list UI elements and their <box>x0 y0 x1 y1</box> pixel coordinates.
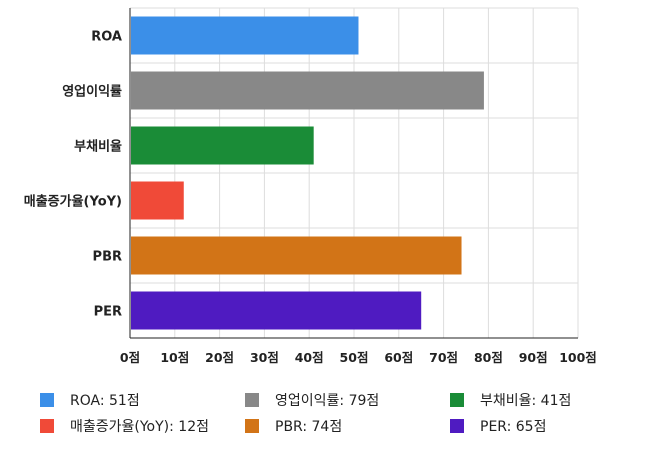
legend-swatch <box>450 393 464 407</box>
category-label: 매출증가율(YoY) <box>24 194 122 210</box>
bar <box>131 126 314 165</box>
x-tick-label: 90점 <box>519 350 548 365</box>
x-tick-label: 100점 <box>559 350 597 365</box>
bar <box>131 291 422 330</box>
legend-item: PER: 65점 <box>450 416 546 436</box>
x-tick-label: 80점 <box>474 350 503 365</box>
bar <box>131 236 462 275</box>
x-tick-label: 60점 <box>384 350 413 365</box>
x-tick-label: 20점 <box>205 350 234 365</box>
category-label: ROA <box>91 30 122 45</box>
legend-swatch <box>40 419 54 433</box>
category-label: PBR <box>93 250 122 265</box>
x-tick-label: 0점 <box>120 350 140 365</box>
legend-label: 매출증가율(YoY): 12점 <box>70 419 209 435</box>
legend-item: 영업이익률: 79점 <box>245 390 379 410</box>
legend-swatch <box>450 419 464 433</box>
category-label: 부채비율 <box>74 139 122 155</box>
category-label: PER <box>94 305 122 320</box>
legend-swatch <box>40 393 54 407</box>
legend-item: ROA: 51점 <box>40 390 140 410</box>
bar <box>131 16 359 55</box>
legend-label: ROA: 51점 <box>70 393 140 409</box>
x-tick-label: 50점 <box>340 350 369 365</box>
legend-label: PBR: 74점 <box>275 419 343 435</box>
legend-swatch <box>245 393 259 407</box>
x-tick-label: 40점 <box>295 350 324 365</box>
legend-label: 부채비율: 41점 <box>480 393 572 409</box>
grid-lines <box>129 7 579 339</box>
x-tick-labels: 0점 10점 20점 30점 40점 50점 60점 70점 80점 90점 100점 <box>120 350 597 365</box>
x-tick-label: 10점 <box>160 350 189 365</box>
legend-swatch <box>245 419 259 433</box>
bars <box>131 16 484 330</box>
legend-item: PBR: 74점 <box>245 416 342 436</box>
legend-item: 매출증가율(YoY): 12점 <box>40 416 209 436</box>
bar <box>131 181 184 220</box>
legend-item: 부채비율: 41점 <box>450 390 571 410</box>
x-tick-label: 30점 <box>250 350 279 365</box>
legend-label: PER: 65점 <box>480 419 547 435</box>
bar <box>131 71 484 110</box>
x-tick-label: 70점 <box>429 350 458 365</box>
category-label: 영업이익률 <box>62 84 122 100</box>
legend-label: 영업이익률: 79점 <box>275 393 380 409</box>
